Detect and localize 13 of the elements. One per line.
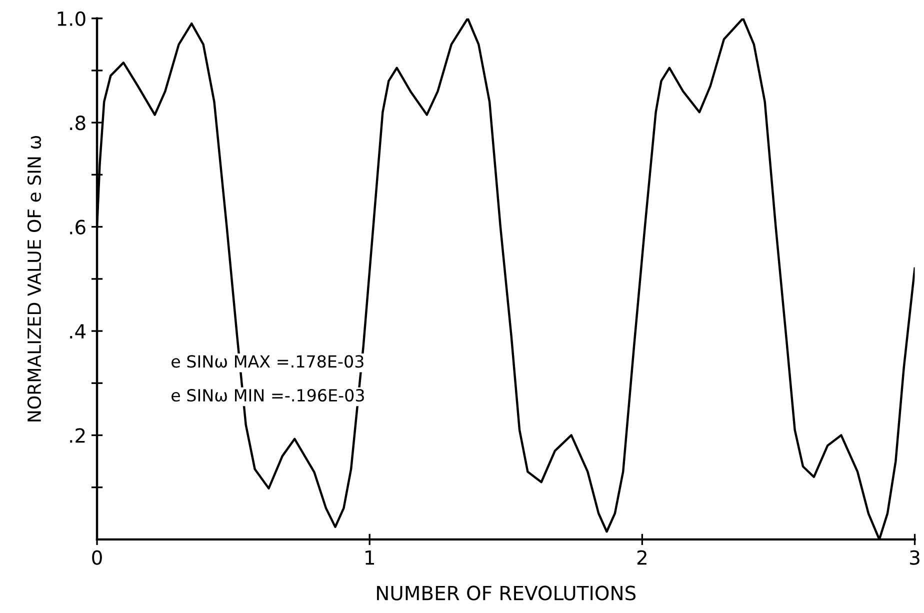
y-tick-label: .8: [70, 116, 86, 130]
x-tick-label: 1: [366, 550, 374, 565]
y-tick-label: .6: [70, 220, 86, 234]
annotation: e SINω MIN =-.196E-03: [172, 388, 364, 402]
y-axis-title: NORMALIZED VALUE OF e SIN ω: [27, 136, 42, 422]
y-tick-label: .2: [70, 428, 85, 443]
x-tick-label: 2: [637, 550, 646, 565]
x-tick-label: 3: [910, 550, 920, 565]
x-axis-title: NUMBER OF REVOLUTIONS: [377, 586, 636, 600]
y-tick-label: .4: [70, 324, 86, 338]
y-tick-label: 1.0: [58, 11, 86, 26]
x-tick-label: 0: [92, 550, 102, 565]
annotation: e SINω MAX =.178E-03: [172, 355, 364, 368]
